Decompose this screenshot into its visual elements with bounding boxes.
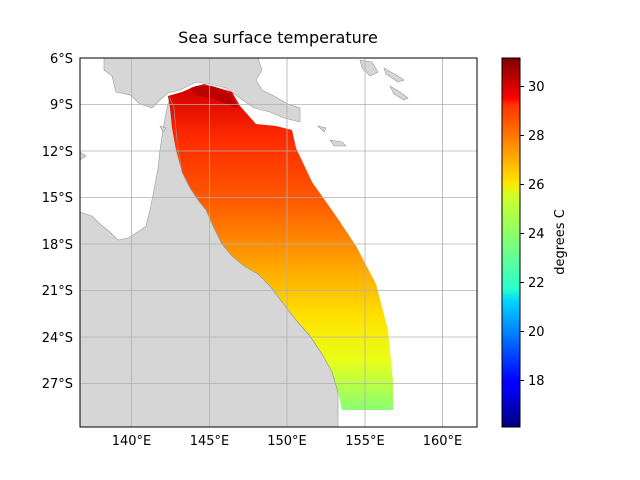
lat-label: 27°S [42, 377, 73, 392]
colorbar-ticks [520, 86, 524, 381]
colorbar-tick-label: 26 [528, 178, 545, 193]
colorbar-tick-label: 30 [528, 80, 545, 95]
longitude-labels: 140°E 145°E 150°E 155°E 160°E [112, 434, 463, 449]
sst-field [168, 86, 393, 410]
colorbar-tick-label: 22 [528, 276, 545, 291]
map-axes [79, 57, 478, 428]
lat-label: 18°S [42, 238, 73, 253]
lon-label: 150°E [267, 434, 307, 449]
lon-label: 140°E [112, 434, 152, 449]
lat-label: 6°S [50, 52, 73, 67]
colorbar: 18 20 22 24 26 28 30 degrees C [501, 57, 568, 428]
colorbar-label: degrees C [553, 209, 568, 275]
chart-title: Sea surface temperature [178, 28, 378, 47]
lat-label: 24°S [42, 331, 73, 346]
lon-label: 145°E [190, 434, 230, 449]
gulf-islet [80, 151, 87, 161]
lon-label: 160°E [423, 434, 463, 449]
lat-label: 12°S [42, 145, 73, 160]
sst-warm-pocket [190, 84, 238, 108]
lat-label: 15°S [42, 191, 73, 206]
coastline-overlay [169, 97, 339, 393]
colorbar-tick-label: 18 [528, 374, 545, 389]
colorbar-tick-label: 24 [528, 227, 545, 242]
colorbar-tick-label: 28 [528, 129, 545, 144]
bismarck-islands [359, 59, 379, 77]
torres-strait-islet [159, 125, 167, 133]
colorbar-tick-label: 20 [528, 325, 545, 340]
colorbar-gradient [501, 57, 521, 428]
lat-label: 21°S [42, 284, 73, 299]
lat-label: 9°S [50, 98, 73, 113]
latitude-labels: 6°S 9°S 12°S 15°S 18°S 21°S 24°S 27°S [42, 52, 73, 392]
louisiade-island [329, 139, 347, 147]
lon-label: 155°E [345, 434, 385, 449]
new-ireland-island [383, 67, 405, 83]
trobriand-island [317, 125, 327, 133]
bougainville-island [389, 85, 409, 101]
map-frame [79, 57, 478, 428]
land-layer [80, 58, 409, 427]
